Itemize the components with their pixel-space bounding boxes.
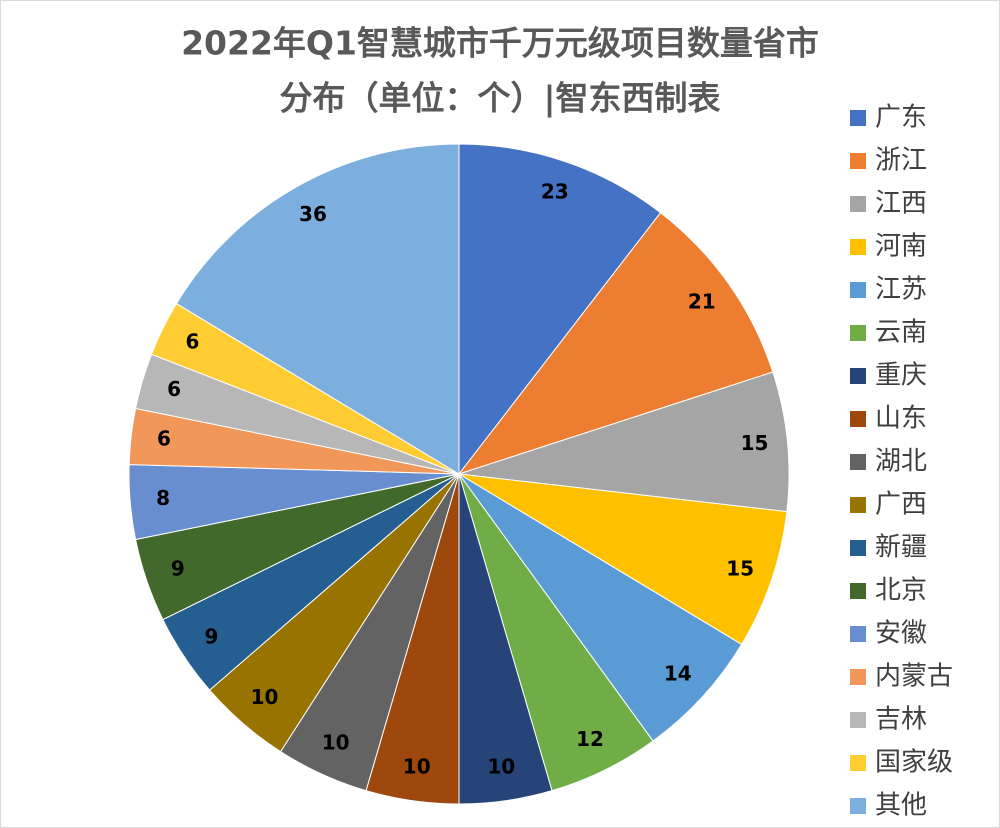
data-label: 9 xyxy=(171,556,185,580)
data-label: 15 xyxy=(726,556,754,580)
legend-label: 山东 xyxy=(875,404,927,434)
data-label: 23 xyxy=(541,179,569,203)
data-label: 10 xyxy=(322,731,350,755)
chart-title: 分布（单位：个）|智东西制表 xyxy=(279,79,720,118)
legend-label: 浙江 xyxy=(875,146,927,176)
pie-slice xyxy=(175,143,460,475)
data-label: 21 xyxy=(688,289,716,313)
legend-label: 国家级 xyxy=(875,748,953,778)
pie-slice xyxy=(457,211,774,475)
legend-swatch xyxy=(850,540,866,556)
legend-label: 安徽 xyxy=(875,619,927,649)
legend-swatch xyxy=(850,239,866,255)
legend-swatch xyxy=(850,110,866,126)
chart-title: 2022年Q1智慧城市千万元级项目数量省市 xyxy=(181,24,819,63)
legend-label: 北京 xyxy=(875,576,927,606)
data-label: 6 xyxy=(157,427,171,451)
data-label: 6 xyxy=(167,377,181,401)
legend-swatch xyxy=(850,196,866,212)
data-label: 8 xyxy=(156,486,170,510)
legend-swatch xyxy=(850,282,866,298)
data-label: 15 xyxy=(741,431,769,455)
data-label: 12 xyxy=(576,727,604,751)
pie-slice xyxy=(458,473,788,646)
legend-swatch xyxy=(850,755,866,771)
legend-swatch xyxy=(850,454,866,470)
pie-slice xyxy=(458,371,790,513)
legend-label: 内蒙古 xyxy=(875,662,953,692)
data-label: 10 xyxy=(251,685,279,709)
legend-swatch xyxy=(850,368,866,384)
legend-label: 湖北 xyxy=(875,447,927,477)
legend-label: 河南 xyxy=(875,232,927,262)
pie-slice xyxy=(458,473,743,742)
legend-label: 新疆 xyxy=(875,533,927,563)
legend-label: 广西 xyxy=(875,490,927,520)
legend-label: 重庆 xyxy=(875,361,927,391)
data-label: 36 xyxy=(299,202,327,226)
data-label: 9 xyxy=(205,625,219,649)
legend-swatch xyxy=(850,325,866,341)
legend-swatch xyxy=(850,712,866,728)
legend-swatch xyxy=(850,626,866,642)
legend-swatch xyxy=(850,411,866,427)
legend-label: 云南 xyxy=(875,318,927,348)
legend-label: 江苏 xyxy=(875,275,927,305)
data-label: 10 xyxy=(403,754,431,778)
pie-slice xyxy=(458,143,662,476)
legend-label: 广东 xyxy=(875,103,927,133)
data-label: 6 xyxy=(186,329,200,353)
legend-label: 其他 xyxy=(875,791,927,821)
legend-swatch xyxy=(850,669,866,685)
data-label: 10 xyxy=(487,754,515,778)
legend-label: 吉林 xyxy=(875,705,927,735)
legend-swatch xyxy=(850,497,866,513)
legend-label: 江西 xyxy=(875,189,927,219)
legend-swatch xyxy=(850,583,866,599)
legend-swatch xyxy=(850,153,866,169)
data-label: 14 xyxy=(664,661,692,685)
legend-swatch xyxy=(850,798,866,814)
